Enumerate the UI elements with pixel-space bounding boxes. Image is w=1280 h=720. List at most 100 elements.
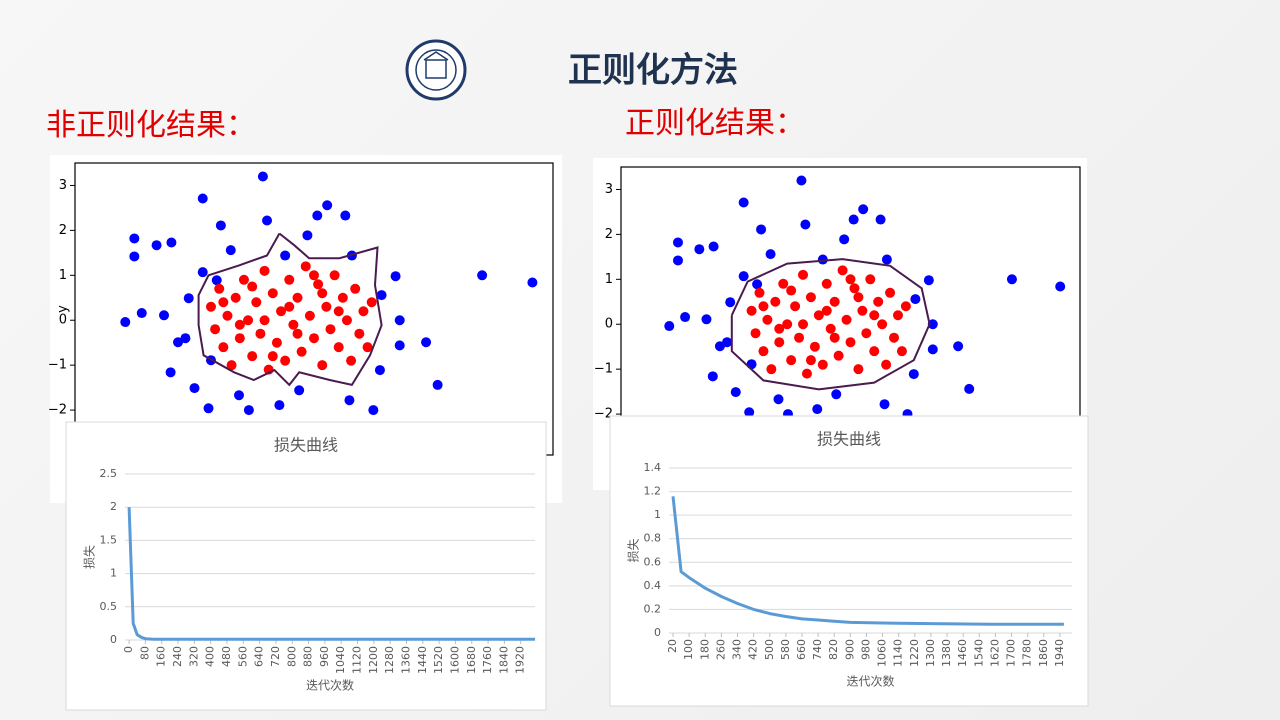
x-tick-label: 740 <box>811 639 824 660</box>
point <box>390 271 401 282</box>
point <box>218 342 229 353</box>
point <box>701 314 712 325</box>
point <box>758 301 769 312</box>
x-tick-label: 420 <box>747 639 760 660</box>
point <box>350 283 361 294</box>
x-tick-label: 820 <box>827 639 840 660</box>
point <box>817 359 828 370</box>
y-tick-label: 1.5 <box>100 533 118 546</box>
x-tick-label: 1220 <box>908 639 921 667</box>
point <box>312 210 323 221</box>
point <box>923 275 934 286</box>
point <box>329 270 340 281</box>
y-tick-label: 2 <box>110 500 117 513</box>
point <box>292 292 303 303</box>
x-tick-label: 1140 <box>892 639 905 667</box>
point <box>300 261 311 272</box>
point <box>800 219 811 230</box>
point <box>730 387 741 398</box>
point <box>794 332 805 343</box>
x-tick-label: 1840 <box>497 646 510 674</box>
x-tick-label: 160 <box>155 646 168 667</box>
right-label: 正则化结果： <box>625 106 805 141</box>
point <box>136 308 147 319</box>
point <box>234 319 245 330</box>
point <box>857 305 868 316</box>
point <box>274 400 285 411</box>
point <box>344 395 355 406</box>
point <box>421 337 432 348</box>
point <box>215 220 226 231</box>
y-tick-label: 0.8 <box>644 532 662 545</box>
point <box>908 369 919 380</box>
point <box>292 328 303 339</box>
point <box>180 333 191 344</box>
point <box>1006 274 1017 285</box>
point <box>708 241 719 252</box>
point <box>322 200 333 211</box>
point <box>910 294 921 305</box>
point <box>354 328 365 339</box>
point <box>738 197 749 208</box>
point <box>477 270 488 281</box>
y-axis-label: 损失 <box>82 545 97 569</box>
x-axis-label: 迭代次数 <box>846 674 894 689</box>
chart-box <box>609 415 1089 707</box>
y-tick-label: 0 <box>605 317 613 332</box>
point <box>766 364 777 375</box>
x-tick-label: 1040 <box>334 646 347 674</box>
point <box>358 306 369 317</box>
y-tick-label: 1 <box>59 268 67 283</box>
y-tick-label: 0 <box>110 633 117 646</box>
point <box>129 251 140 262</box>
point <box>234 333 245 344</box>
point <box>284 301 295 312</box>
point <box>813 310 824 321</box>
x-tick-label: 960 <box>318 646 331 667</box>
y-axis-label: 损失 <box>626 538 641 562</box>
point <box>376 290 387 301</box>
point <box>798 319 809 330</box>
x-tick-label: 580 <box>779 639 792 660</box>
point <box>129 233 140 244</box>
point <box>159 310 170 321</box>
point <box>276 306 287 317</box>
point <box>664 321 675 332</box>
slide-title: 正则化方法 <box>568 51 738 91</box>
point <box>255 328 266 339</box>
point <box>296 346 307 357</box>
x-axis-label: 迭代次数 <box>306 678 354 693</box>
point <box>205 301 216 312</box>
y-tick-label: 2 <box>605 227 613 242</box>
point <box>151 240 162 251</box>
point <box>243 405 254 416</box>
chart-title: 损失曲线 <box>274 436 338 455</box>
x-tick-label: 180 <box>698 639 711 660</box>
x-tick-label: 900 <box>843 639 856 660</box>
point <box>267 351 278 362</box>
logo <box>405 39 467 101</box>
point <box>218 297 229 308</box>
point <box>337 292 348 303</box>
point <box>166 237 177 248</box>
y-tick-label: −2 <box>48 403 67 418</box>
point <box>183 293 194 304</box>
x-tick-label: 1060 <box>876 639 889 667</box>
point <box>165 367 176 378</box>
y-axis-label: y <box>56 305 71 313</box>
point <box>839 234 850 245</box>
point <box>309 333 319 344</box>
point <box>1055 281 1066 292</box>
point <box>280 250 291 261</box>
point <box>786 355 797 366</box>
y-tick-label: 0.4 <box>644 579 662 592</box>
point <box>120 317 131 328</box>
point <box>247 281 258 292</box>
point <box>722 337 733 348</box>
point <box>744 407 755 418</box>
point <box>341 315 352 326</box>
point <box>257 171 268 182</box>
point <box>211 275 222 286</box>
point <box>238 274 249 285</box>
x-tick-label: 1540 <box>972 639 985 667</box>
